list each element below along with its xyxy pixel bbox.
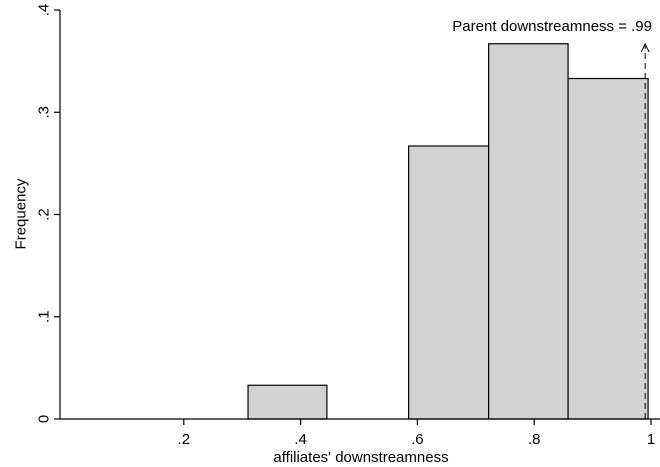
y-tick-label: 0 [36,415,53,423]
reference-line-layer [640,42,650,419]
reference-arrow-icon [640,42,650,53]
x-axis-title: affiliates' downstreamness [273,449,448,466]
histogram-bar-3 [488,43,569,420]
histogram-bar-4 [567,77,649,420]
y-tick-label: .3 [36,106,53,119]
y-axis-title: Frequency [13,178,30,249]
x-tick-label: 1 [647,431,655,448]
y-tick-label: .2 [36,208,53,221]
axes-layer: 0 .1 .2 .3 .4 .2 .4 .6 .8 1 [36,4,660,448]
x-tick-label: .2 [178,431,191,448]
y-tick-label: .1 [36,310,53,323]
x-tick-label: .8 [528,431,541,448]
histogram-bar-2 [408,145,490,420]
reference-line-label: Parent downstreamness = .99 [452,18,652,35]
y-tick-label: .4 [36,4,53,17]
x-tick-label: .4 [294,431,307,448]
histogram-bar-1 [247,384,328,420]
bars-layer [247,43,649,420]
x-tick-label: .6 [411,431,424,448]
